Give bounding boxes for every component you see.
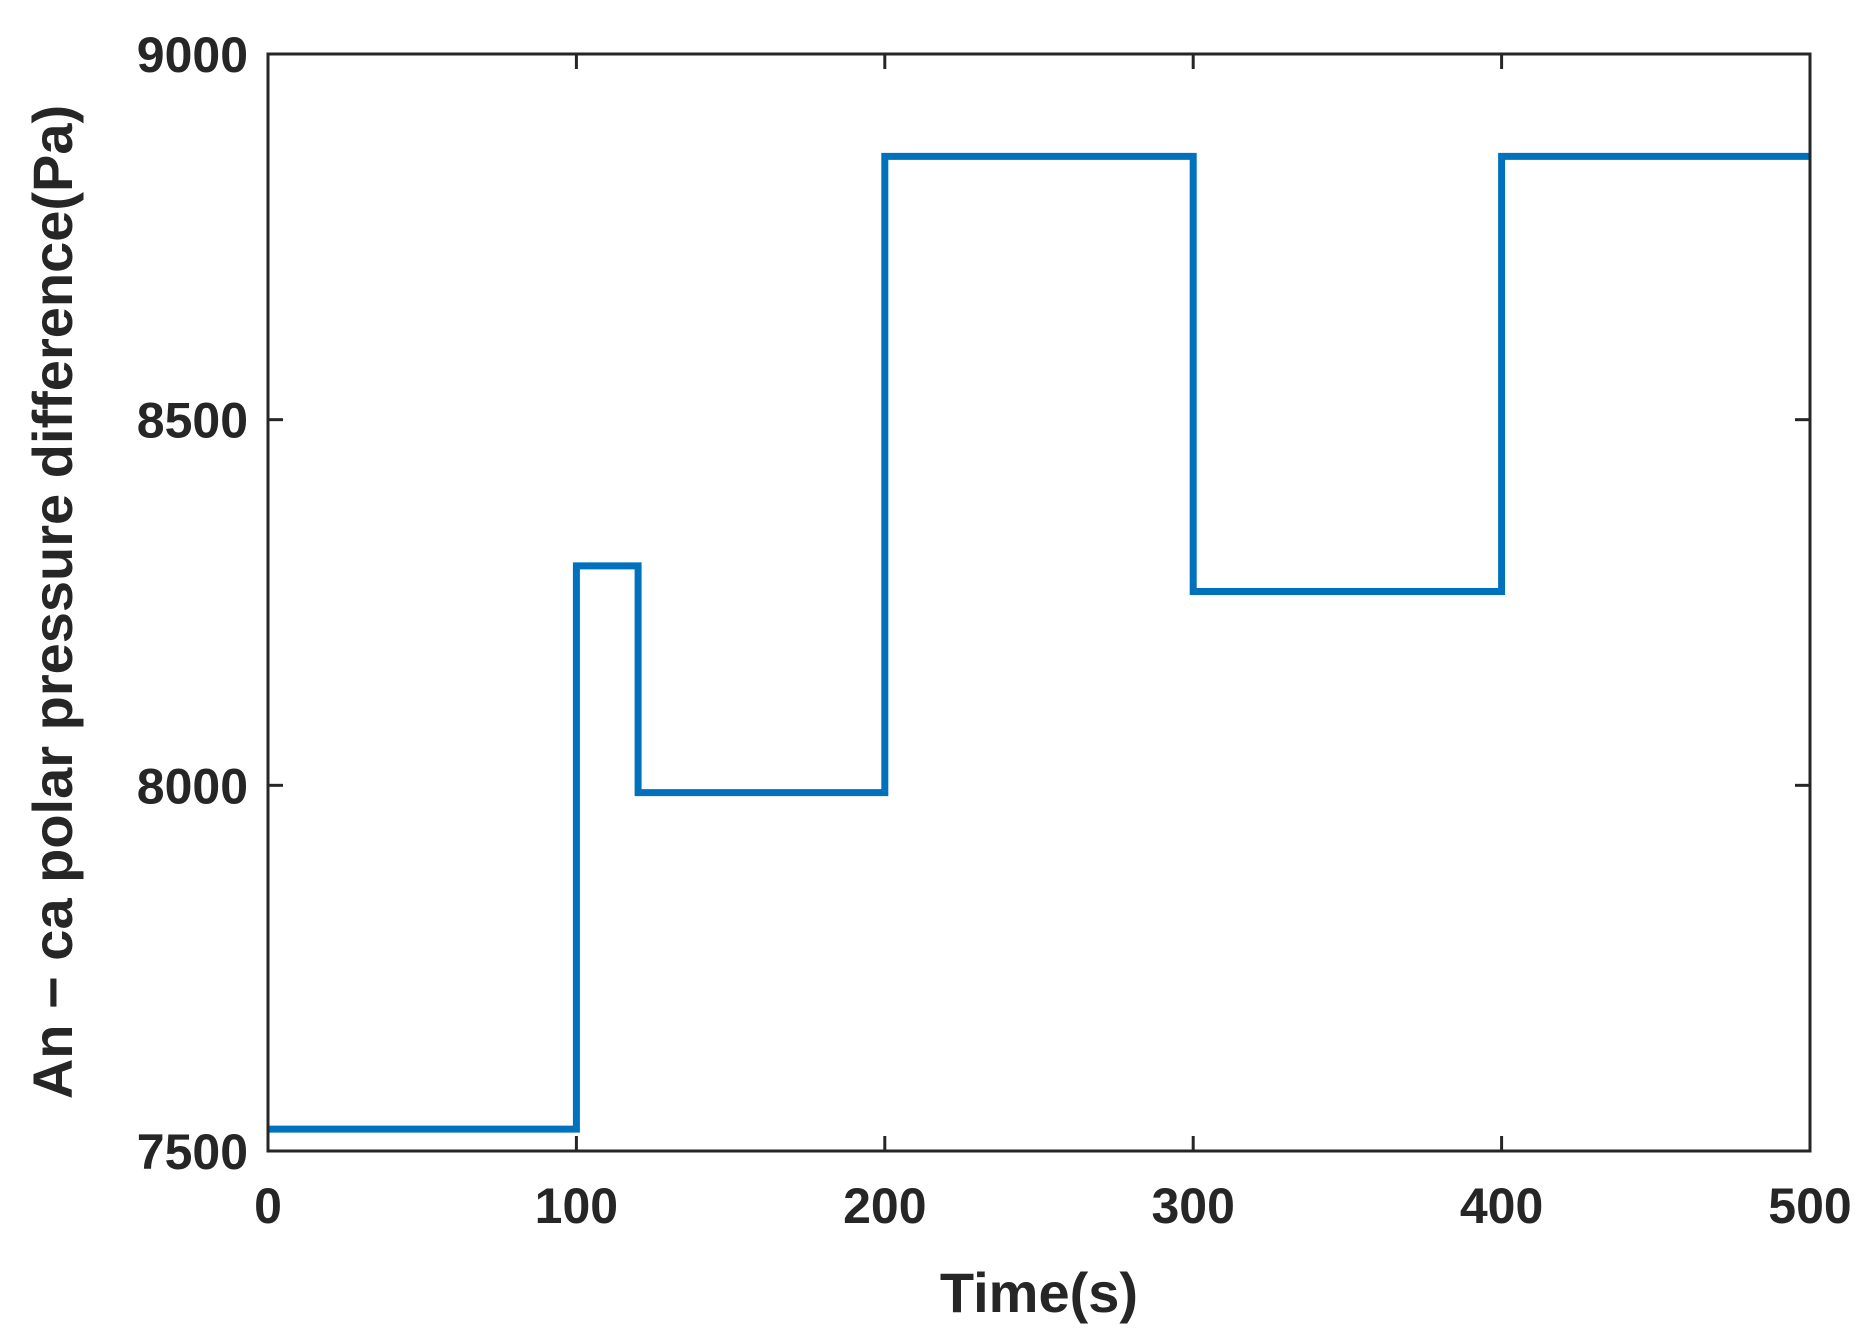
y-tick-label: 9000 xyxy=(137,27,248,83)
y-tick-label: 8000 xyxy=(137,758,248,814)
x-tick-labels: 0 100 200 300 400 500 xyxy=(254,1178,1852,1234)
y-tick-label: 8500 xyxy=(137,393,248,449)
plot-frame xyxy=(266,52,1812,1153)
x-tick-label: 100 xyxy=(535,1178,618,1234)
x-tick-label: 0 xyxy=(254,1178,282,1234)
x-axis-title: Time(s) xyxy=(940,1261,1138,1324)
y-axis-title: An − ca polar pressure difference(Pa) xyxy=(21,105,84,1099)
x-tick-label: 500 xyxy=(1768,1178,1851,1234)
y-tick-labels: 7500 8000 8500 9000 xyxy=(137,27,248,1180)
x-tick-label: 300 xyxy=(1151,1178,1234,1234)
series-group xyxy=(268,152,1810,1133)
x-tick-label: 400 xyxy=(1460,1178,1543,1234)
series-line xyxy=(268,152,1810,1133)
plot-background xyxy=(268,54,1810,1151)
x-tick-label: 200 xyxy=(843,1178,926,1234)
y-tick-label: 7500 xyxy=(137,1124,248,1180)
